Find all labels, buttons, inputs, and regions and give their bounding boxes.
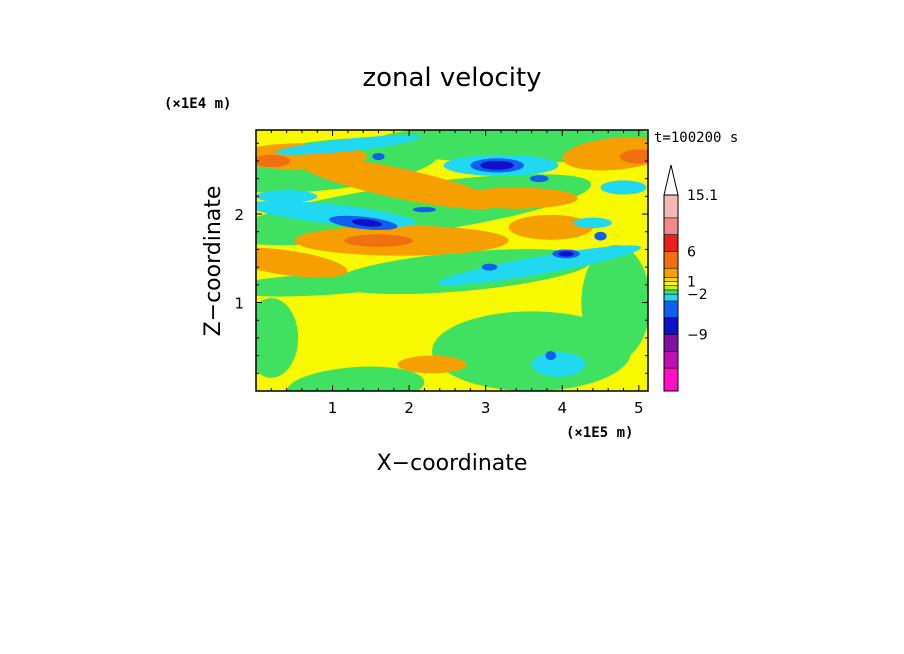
field-region-neg bbox=[412, 206, 436, 213]
field-region-neg bbox=[594, 231, 607, 241]
field-region-strong-neg bbox=[558, 251, 574, 257]
colorbar-segment bbox=[664, 317, 678, 335]
y-tick-label: 2 bbox=[234, 206, 244, 224]
field-region-weak-pos bbox=[296, 157, 499, 210]
field-region-near-zero-neg bbox=[286, 366, 425, 391]
field-region-neg bbox=[545, 351, 557, 361]
colorbar: 15.1 6 1−2 −9 bbox=[663, 164, 718, 392]
colorbar-label: −9 bbox=[687, 328, 708, 344]
field-region-pos bbox=[256, 154, 291, 168]
field-region-weak-neg bbox=[600, 180, 647, 195]
field-region-weak-neg bbox=[437, 245, 642, 286]
field-region-near-zero-neg bbox=[256, 298, 299, 378]
field-region-near-zero-neg bbox=[581, 245, 648, 361]
colorbar-segment bbox=[664, 285, 678, 290]
colorbar-segment bbox=[664, 301, 678, 318]
axes: 1 2 3 4 5 1 2 bbox=[234, 130, 648, 417]
y-tick-label: 1 bbox=[234, 295, 244, 313]
colorbar-segment bbox=[664, 217, 678, 235]
plot-frame bbox=[255, 129, 649, 392]
x-tick-label: 2 bbox=[404, 399, 414, 417]
field-region-neg bbox=[530, 175, 549, 183]
colorbar-label: −2 bbox=[687, 287, 708, 303]
x-units-label: (×1E5 m) bbox=[566, 425, 633, 441]
field-region-weak-pos bbox=[508, 214, 593, 240]
field-region-neg bbox=[372, 153, 385, 161]
field-region-weak-neg bbox=[531, 352, 586, 377]
colorbar-segment bbox=[664, 368, 678, 391]
x-tick-label: 4 bbox=[557, 399, 567, 417]
colorbar-segment bbox=[664, 294, 678, 302]
x-tick-label: 3 bbox=[481, 399, 491, 417]
field-region-pos bbox=[344, 234, 413, 247]
colorbar-segment bbox=[664, 334, 678, 352]
x-axis-label: X−coordinate bbox=[377, 451, 528, 476]
colorbar-segment bbox=[664, 289, 678, 295]
field-region-weak-neg bbox=[275, 135, 421, 155]
field-region-weak-neg bbox=[573, 217, 613, 229]
colorbar-segment bbox=[664, 268, 678, 278]
x-tick-label: 5 bbox=[634, 399, 644, 417]
colorbar-segment bbox=[664, 251, 678, 269]
colorbar-label: 15.1 bbox=[687, 188, 718, 204]
chart-title: zonal velocity bbox=[362, 63, 541, 93]
field-region-neg bbox=[481, 263, 498, 271]
colorbar-label: 6 bbox=[687, 244, 696, 260]
colorbar-extend-arrow bbox=[663, 164, 679, 196]
colorbar-segment bbox=[664, 351, 678, 369]
y-units-label: (×1E4 m) bbox=[164, 96, 231, 112]
field-region-weak-pos bbox=[397, 355, 467, 374]
field-region-strong-neg bbox=[351, 219, 383, 227]
field-region-near-zero-neg bbox=[432, 311, 632, 391]
colorbar-segment bbox=[664, 281, 678, 286]
colorbar-segment bbox=[664, 195, 678, 218]
field-region-pos bbox=[619, 149, 648, 164]
field-shapes bbox=[256, 130, 648, 391]
colorbar-segment bbox=[664, 277, 678, 282]
time-label: t=100200 s bbox=[654, 130, 738, 146]
field-region-weak-neg bbox=[256, 190, 318, 203]
colorbar-label: 1 bbox=[687, 275, 696, 291]
y-axis-label: Z−coordinate bbox=[201, 186, 226, 337]
field-region-weak-pos bbox=[455, 187, 578, 209]
field-region-near-zero-neg bbox=[256, 273, 410, 297]
field-region-strong-neg bbox=[480, 160, 515, 170]
contour-field bbox=[256, 130, 648, 391]
x-tick-label: 1 bbox=[328, 399, 338, 417]
colorbar-segment bbox=[664, 234, 678, 252]
